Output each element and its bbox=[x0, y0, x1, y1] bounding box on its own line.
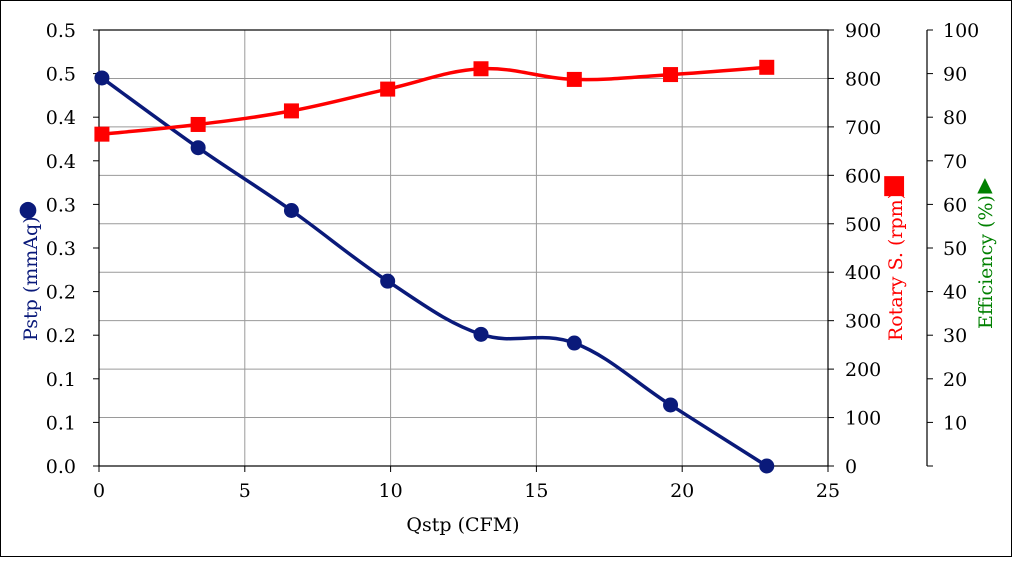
data-point-square bbox=[473, 61, 489, 77]
right2-tick-label: 20 bbox=[943, 369, 967, 391]
left-tick-label: 0.4 bbox=[46, 151, 76, 173]
left-tick-label: 0.3 bbox=[46, 194, 76, 216]
right1-axis-title-group: Rotary S. (rpm) bbox=[885, 192, 907, 341]
x-tick-label: 10 bbox=[379, 480, 403, 502]
axes: 0 5 10 15 20 25 0.0 0.1 0.1 0.2 0.2 0.3 0.3 0.4 0.4 0.5… bbox=[46, 20, 979, 502]
right2-axis-title-group: Efficiency (%) bbox=[975, 195, 997, 329]
data-point-square bbox=[663, 67, 679, 83]
right1-tick-label: 500 bbox=[845, 214, 881, 236]
left-tick-label: 0.3 bbox=[46, 238, 76, 260]
data-point-circle bbox=[283, 203, 299, 219]
right1-tick-label: 300 bbox=[845, 311, 881, 333]
right1-tick-label: 800 bbox=[845, 68, 881, 90]
x-tick-label: 15 bbox=[524, 480, 548, 502]
data-point-square bbox=[283, 103, 299, 119]
right2-tick-label: 80 bbox=[943, 107, 967, 129]
data-point-square bbox=[566, 71, 582, 87]
right1-axis-title: Rotary S. (rpm) bbox=[885, 192, 907, 341]
data-point-circle bbox=[94, 70, 110, 86]
data-point-circle bbox=[190, 140, 206, 156]
right2-tick-label: 90 bbox=[943, 64, 967, 86]
right1-tick-label: 100 bbox=[845, 408, 881, 430]
left-tick-label: 0.0 bbox=[46, 456, 76, 478]
right1-tick-label: 600 bbox=[845, 165, 881, 187]
data-point-circle bbox=[663, 397, 679, 413]
right2-axis-title: Efficiency (%) bbox=[975, 195, 997, 329]
grid-lines bbox=[99, 29, 828, 466]
left-tick-label: 0.5 bbox=[46, 20, 76, 42]
left-axis-title: Pstp (mmAq) bbox=[20, 216, 42, 341]
series-line bbox=[100, 65, 769, 136]
left-tick-label: 0.2 bbox=[46, 282, 76, 304]
right2-tick-label: 50 bbox=[943, 238, 967, 260]
right2-tick-label: 100 bbox=[943, 20, 979, 42]
right1-axis-marker-icon: ■ bbox=[882, 170, 907, 200]
right2-tick-label: 60 bbox=[943, 194, 967, 216]
left-tick-label: 0.4 bbox=[46, 107, 76, 129]
left-tick-label: 0.1 bbox=[46, 369, 76, 391]
right2-axis-marker-icon: ▲ bbox=[977, 172, 993, 196]
data-point-circle bbox=[566, 335, 582, 351]
series-line bbox=[100, 76, 769, 468]
data-point-square bbox=[380, 81, 396, 97]
x-tick-label: 25 bbox=[816, 480, 840, 502]
x-tick-label: 20 bbox=[670, 480, 694, 502]
data-point-circle bbox=[380, 273, 396, 289]
series-square-group bbox=[94, 59, 775, 142]
plot-area-border bbox=[98, 29, 829, 467]
right1-tick-label: 700 bbox=[845, 117, 881, 139]
right1-tick-label: 900 bbox=[845, 20, 881, 42]
data-point-square bbox=[94, 126, 110, 142]
right2-tick-label: 30 bbox=[943, 325, 967, 347]
right1-tick-label: 0 bbox=[845, 456, 857, 478]
left-tick-label: 0.2 bbox=[46, 325, 76, 347]
data-point-circle bbox=[759, 458, 775, 474]
right1-tick-label: 200 bbox=[845, 359, 881, 381]
x-tick-label: 5 bbox=[239, 480, 251, 502]
right2-tick-label: 40 bbox=[943, 282, 967, 304]
right2-tick-label: 70 bbox=[943, 151, 967, 173]
data-point-circle bbox=[473, 326, 489, 342]
left-tick-label: 0.5 bbox=[46, 64, 76, 86]
data-point-square bbox=[190, 116, 206, 132]
right2-tick-label: 10 bbox=[943, 412, 967, 434]
series bbox=[94, 59, 775, 474]
left-tick-label: 0.1 bbox=[46, 412, 76, 434]
data-point-square bbox=[759, 59, 775, 75]
right1-tick-label: 400 bbox=[845, 262, 881, 284]
x-tick-label: 0 bbox=[93, 480, 105, 502]
left-axis-title-group: Pstp (mmAq) bbox=[20, 216, 42, 341]
series-circle-group bbox=[94, 70, 775, 474]
x-axis-title: Qstp (CFM) bbox=[406, 514, 519, 536]
left-axis-marker-icon: ● bbox=[18, 197, 37, 222]
